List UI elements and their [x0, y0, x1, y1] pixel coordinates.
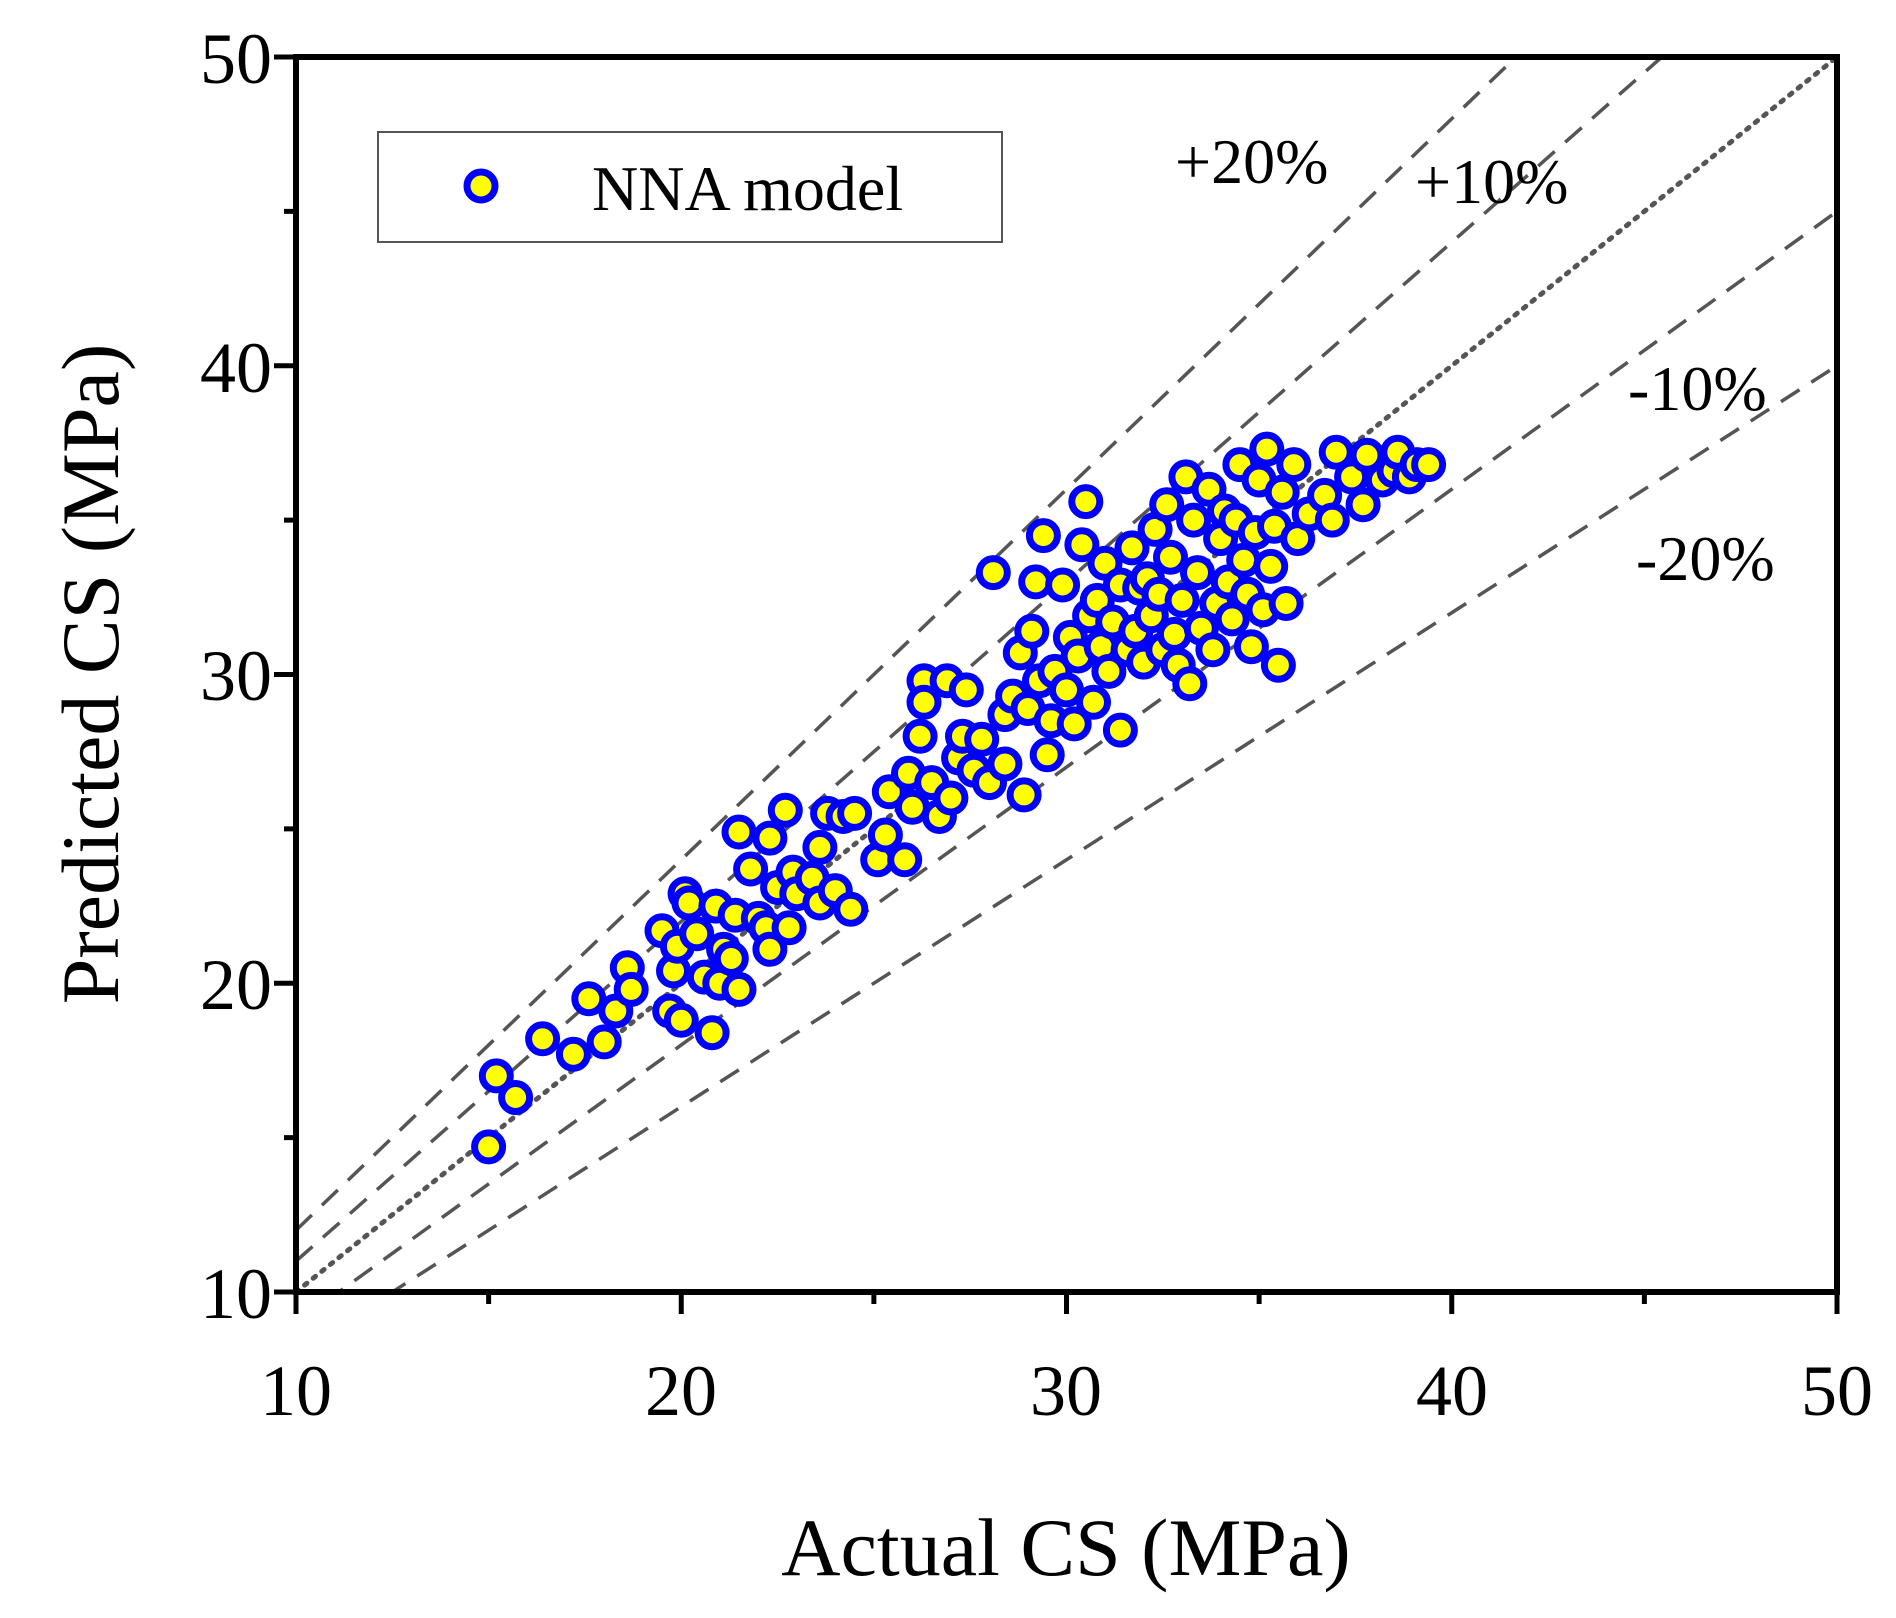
band-label-plus-10: +10% [1415, 146, 1568, 217]
data-point [1149, 487, 1185, 523]
data-point [906, 684, 942, 720]
data-point [478, 1058, 514, 1094]
data-point [694, 1015, 730, 1051]
data-point [767, 792, 803, 828]
data-point [663, 1002, 699, 1038]
x-tick-label: 10 [260, 1351, 332, 1431]
data-point [1276, 447, 1312, 483]
data-point [571, 981, 607, 1017]
data-point [721, 814, 757, 850]
data-point [1264, 474, 1300, 510]
data-point [867, 817, 903, 853]
data-point [733, 851, 769, 887]
data-points [471, 431, 1447, 1165]
data-point [1153, 539, 1188, 575]
x-tick-labels: 10 20 30 40 50 [260, 1351, 1873, 1431]
data-point [1114, 530, 1150, 566]
data-point [1260, 647, 1296, 683]
data-point [1164, 582, 1200, 618]
y-tick-label: 40 [200, 328, 272, 408]
band-label-plus-20: +20% [1175, 126, 1328, 197]
data-point [613, 971, 649, 1007]
data-point [1314, 502, 1350, 538]
data-point [887, 842, 923, 878]
y-tick-label: 30 [200, 636, 272, 716]
data-point [1214, 601, 1250, 637]
data-point [1102, 712, 1138, 748]
data-point [1226, 542, 1262, 578]
data-point [1180, 555, 1215, 591]
y-tick-label: 10 [200, 1254, 272, 1334]
data-point [679, 916, 715, 952]
band-label-minus-10: -10% [1628, 353, 1767, 424]
data-point [1411, 447, 1447, 483]
data-point [933, 780, 969, 816]
x-tick-label: 40 [1416, 1351, 1488, 1431]
data-point [586, 1024, 622, 1060]
data-point [1056, 706, 1092, 742]
data-point [752, 931, 788, 967]
data-point [1176, 502, 1212, 538]
x-tick-label: 30 [1030, 1351, 1102, 1431]
band-label-minus-20: -20% [1636, 523, 1775, 594]
data-point [1268, 586, 1304, 621]
data-point [713, 941, 749, 976]
data-point [471, 1129, 507, 1165]
legend-label: NNA model [592, 153, 903, 224]
data-point [1172, 666, 1208, 702]
data-point [1249, 431, 1285, 467]
y-tick-label: 20 [200, 945, 272, 1025]
y-tick-labels: 10 20 30 40 50 [200, 19, 272, 1334]
data-point [721, 971, 757, 1007]
data-point [1045, 567, 1081, 603]
reference-line-1to1 [296, 57, 1837, 1292]
data-point [975, 555, 1011, 591]
data-point [1076, 684, 1111, 720]
axis-ticks [274, 54, 1840, 1314]
data-point [837, 795, 873, 831]
data-point [1064, 527, 1100, 563]
data-point [1006, 777, 1042, 813]
data-point [771, 910, 807, 946]
data-point [1068, 484, 1104, 520]
y-axis-title: Predicted CS (MPa) [45, 344, 136, 1004]
data-point [1049, 672, 1084, 708]
data-point [964, 721, 1000, 757]
x-tick-label: 50 [1801, 1351, 1873, 1431]
reference-line-minus20 [389, 364, 1837, 1292]
x-axis-title: Actual CS (MPa) [781, 1502, 1350, 1593]
data-point [498, 1080, 534, 1115]
data-point [1195, 632, 1231, 668]
data-point [1029, 737, 1065, 773]
data-point [525, 1021, 561, 1057]
data-point [902, 718, 938, 754]
data-point [802, 829, 838, 865]
data-point [1091, 653, 1127, 689]
y-tick-label: 50 [200, 19, 272, 99]
data-point [833, 891, 869, 927]
x-tick-label: 20 [645, 1351, 717, 1431]
data-point [1233, 629, 1269, 665]
data-point [1014, 613, 1050, 649]
data-point [1253, 548, 1289, 584]
data-point [1345, 487, 1381, 523]
reference-line-minus10 [335, 209, 1837, 1292]
data-point [1025, 518, 1061, 554]
data-point [752, 820, 788, 856]
legend: NNA model [377, 131, 1003, 243]
data-point [555, 1036, 591, 1072]
data-point [948, 672, 984, 708]
legend-marker [463, 168, 499, 204]
data-point [987, 746, 1023, 782]
